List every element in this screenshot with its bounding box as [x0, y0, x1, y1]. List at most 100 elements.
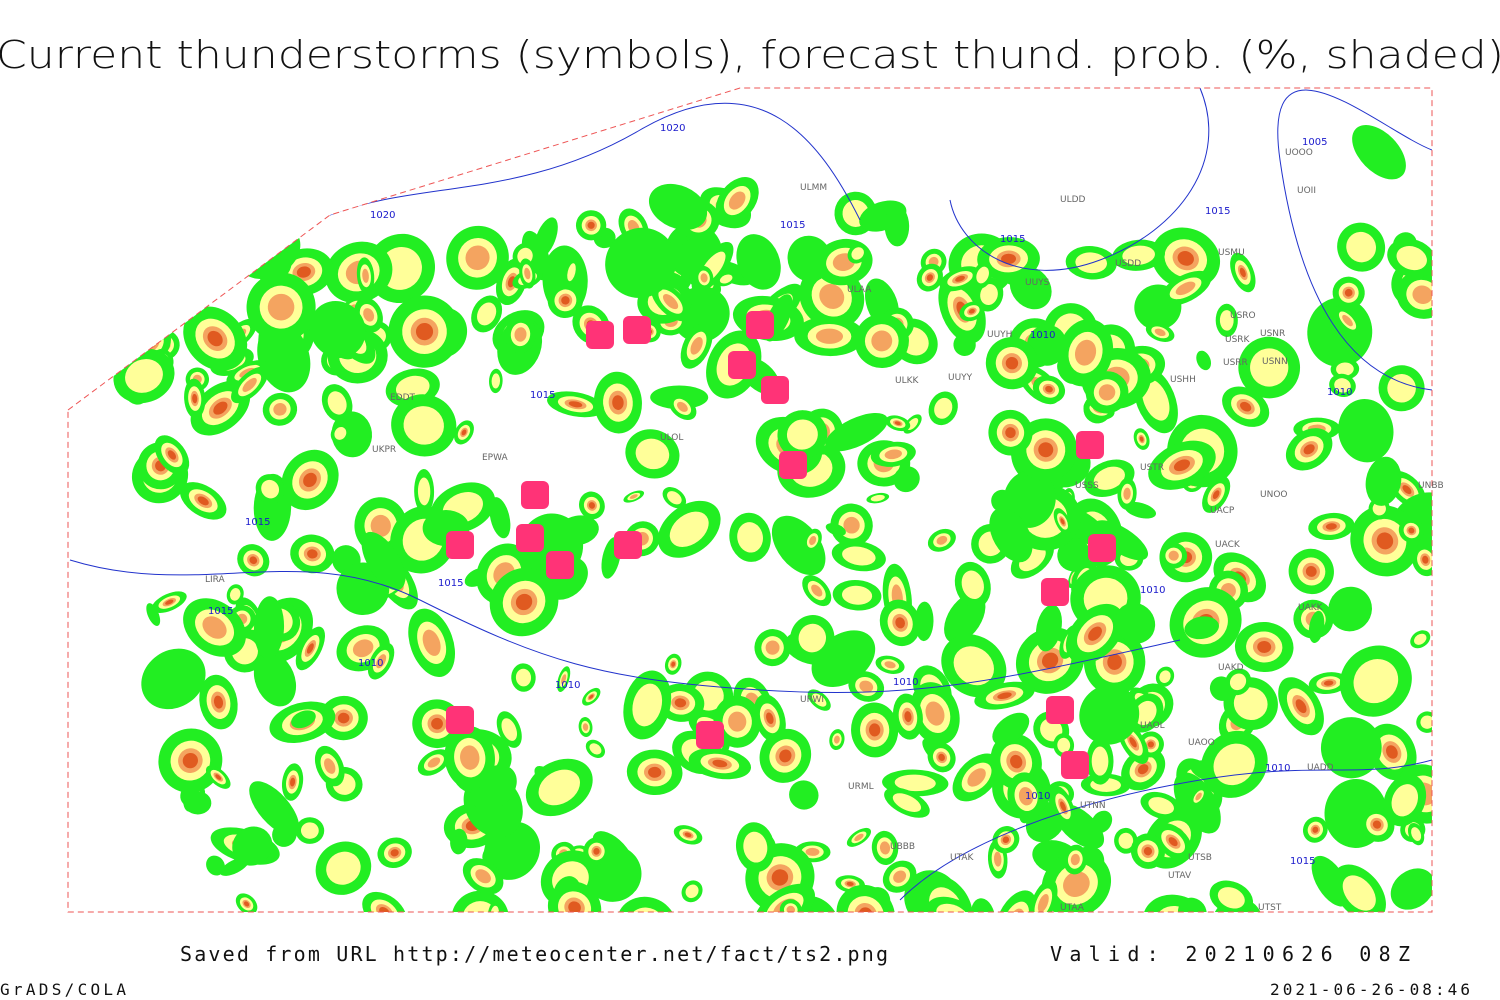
prob-shade [567, 263, 576, 282]
storm-symbol [1076, 431, 1104, 459]
prob-shade [150, 257, 160, 267]
prob-shade [1002, 836, 1010, 844]
prob-shade [306, 643, 314, 654]
station-label: USHH [1170, 375, 1196, 385]
prob-shade [290, 777, 296, 787]
prob-shade [272, 821, 297, 847]
prob-shade [296, 266, 311, 278]
prob-shade [819, 283, 845, 309]
prob-shade [1412, 285, 1432, 305]
prob-shade [871, 330, 893, 352]
prob-shade [811, 584, 823, 597]
prob-shade [892, 793, 922, 812]
prob-shade [1177, 897, 1207, 912]
prob-shade [1045, 385, 1053, 393]
prob-shade [182, 752, 198, 769]
isobar [949, 88, 1210, 271]
prob-shade [1295, 699, 1307, 714]
valid-time: Valid: 20210626 08Z [1050, 942, 1410, 966]
prob-shade [1352, 124, 1406, 180]
prob-shade [667, 491, 682, 505]
prob-shade [1003, 470, 1056, 528]
prob-shade [534, 217, 558, 259]
isobar-label: 1015 [438, 578, 463, 589]
prob-shade [395, 375, 430, 400]
prob-shade [267, 293, 295, 321]
prob-shade [253, 596, 285, 660]
prob-shade [1070, 853, 1080, 866]
prob-shade [1225, 910, 1249, 933]
prob-shade [242, 377, 257, 392]
prob-shade [1240, 401, 1252, 412]
prob-shade [992, 712, 1030, 746]
isobar-label: 1010 [893, 677, 918, 688]
prob-shade [1091, 746, 1109, 776]
prob-shade [1212, 490, 1220, 499]
station-label: EDDT [390, 393, 416, 403]
prob-shade [719, 274, 733, 284]
prob-shade [1338, 398, 1394, 463]
prob-shade [812, 693, 827, 707]
prob-shade [515, 593, 533, 611]
station-label: UUYH [987, 330, 1012, 340]
storm-symbol [521, 481, 549, 509]
prob-shade [1303, 444, 1315, 455]
prob-shade [712, 759, 728, 768]
prob-shade [936, 535, 948, 545]
storm-symbol [586, 321, 614, 349]
prob-shade [568, 401, 583, 408]
prob-shade [893, 870, 907, 883]
station-label: URWI [800, 695, 824, 705]
prob-shade [141, 648, 206, 710]
prob-shade [648, 766, 662, 778]
prob-shade [208, 242, 224, 263]
isobar-label: 1010 [1327, 387, 1352, 398]
prob-shade [165, 599, 174, 605]
prob-shade [261, 479, 280, 499]
prob-shade [836, 884, 895, 912]
prob-shade [1175, 281, 1196, 296]
station-label: UNOO [1260, 490, 1288, 500]
prob-shade [1093, 466, 1125, 490]
prob-shade [477, 302, 497, 326]
prob-shade [568, 901, 581, 912]
station-label: USDD [1115, 259, 1141, 269]
station-label: UNBB [1418, 481, 1444, 491]
station-label: ULAA [847, 285, 872, 295]
station-label: USMU [1218, 248, 1245, 258]
prob-shade [737, 522, 763, 553]
isobar-label: 1010 [555, 680, 580, 691]
prob-shade [997, 692, 1012, 699]
prob-shade [1168, 837, 1178, 847]
prob-shade [825, 523, 846, 536]
prob-shade [1257, 641, 1272, 653]
prob-shade [460, 745, 480, 770]
prob-shade [786, 419, 818, 450]
prob-shade [605, 227, 677, 298]
prob-shade [1353, 659, 1399, 704]
prob-shade [854, 903, 877, 912]
prob-shade [1365, 456, 1402, 506]
prob-shade [1196, 350, 1212, 371]
prob-shade [1093, 520, 1149, 561]
prob-shade [1091, 810, 1113, 834]
prob-shade [1323, 680, 1334, 686]
prob-shade [833, 735, 840, 744]
prob-shade [743, 831, 768, 863]
station-label: URML [848, 782, 874, 792]
prob-shade [361, 531, 406, 591]
prob-shade [1060, 518, 1065, 525]
prob-shade [1195, 792, 1202, 801]
prob-shade [487, 900, 502, 912]
prob-shade [422, 629, 441, 656]
isobar-label: 1010 [1025, 791, 1050, 802]
prob-shade [955, 275, 965, 282]
station-label: USRO [1230, 311, 1256, 321]
prob-shade [427, 757, 441, 768]
prob-shade [1118, 832, 1134, 849]
prob-shade [1422, 555, 1429, 564]
prob-shade [1107, 654, 1122, 670]
prob-shade [766, 712, 774, 725]
prob-shade [809, 535, 817, 546]
